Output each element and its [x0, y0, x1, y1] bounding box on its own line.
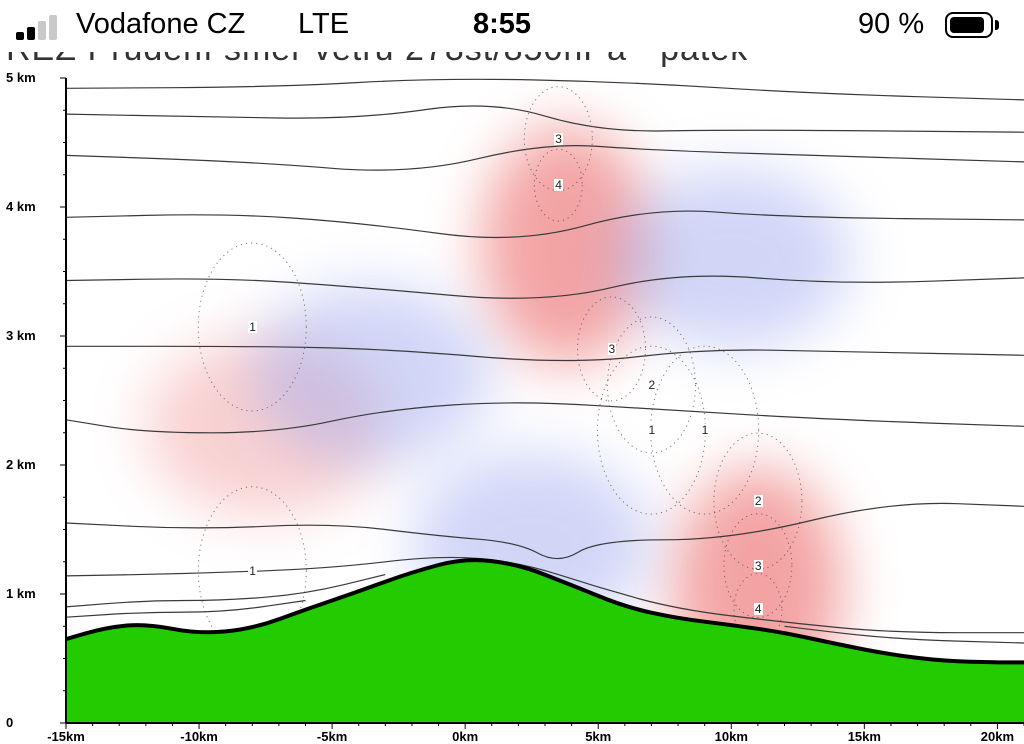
streamline-10	[66, 601, 306, 618]
streamline-1	[66, 106, 1024, 132]
battery-tip	[995, 20, 999, 30]
streamline-0	[66, 79, 1024, 100]
y-tick-label: 0	[6, 715, 13, 730]
y-tick-label: 2 km	[6, 457, 36, 472]
battery-percentage: 90 %	[858, 8, 924, 41]
contour-label: 1	[248, 321, 257, 333]
contour-label: 2	[754, 495, 763, 507]
x-tick-label: -10km	[180, 729, 218, 744]
x-tick-label: 10km	[715, 729, 748, 744]
carrier-name: Vodafone CZ	[76, 8, 245, 41]
network-type: LTE	[298, 8, 349, 41]
x-tick-label: 20km	[981, 729, 1014, 744]
terrain-fill	[66, 560, 1024, 723]
y-tick-label: 1 km	[6, 586, 36, 601]
x-tick-label: 15km	[848, 729, 881, 744]
terrain-profile	[66, 560, 1024, 723]
contour-label: 1	[701, 424, 710, 436]
contour-label: 3	[754, 560, 763, 572]
x-tick-label: -15km	[47, 729, 85, 744]
y-tick-label: 5 km	[6, 70, 36, 85]
contour-label: 4	[754, 603, 763, 615]
y-tick-label: 4 km	[6, 199, 36, 214]
x-tick-label: 0km	[452, 729, 478, 744]
x-tick-label: 5km	[585, 729, 611, 744]
contour-label: 1	[647, 424, 656, 436]
status-time: 8:55	[473, 8, 531, 41]
status-bar: Vodafone CZ LTE 8:55 90 %	[0, 0, 1024, 52]
velocity-core-descent-4	[611, 169, 851, 349]
battery-icon	[945, 12, 993, 38]
contour-label: 2	[647, 379, 656, 391]
velocity-core-descent-3	[252, 285, 492, 465]
contour-label: 3	[554, 133, 563, 145]
x-tick-label: -5km	[317, 729, 347, 744]
signal-strength-icon	[16, 14, 62, 40]
contour-label: 4	[554, 179, 563, 191]
y-tick-label: 3 km	[6, 328, 36, 343]
contour-label: 1	[248, 565, 257, 577]
contour-label: 3	[608, 343, 617, 355]
